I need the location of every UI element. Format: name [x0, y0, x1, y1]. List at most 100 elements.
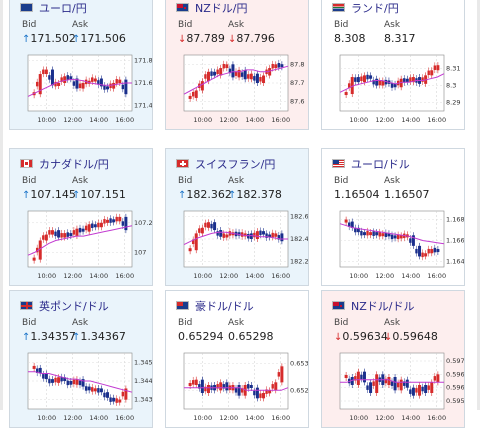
- mini-chart[interactable]: 10:00 12:00 14:00 16:00 182.6 182.4 182.2: [180, 209, 309, 281]
- currency-pair-link[interactable]: スイスフラン/円: [195, 158, 276, 171]
- time-tick-label: 14:00: [89, 414, 108, 422]
- time-tick-label: 12:00: [219, 116, 238, 124]
- mini-chart[interactable]: 10:00 12:00 14:00 16:00 8.31 8.3 8.29: [336, 53, 464, 125]
- bid-price: 1.34357: [30, 330, 76, 343]
- bid-value: ↑1.34357: [22, 330, 76, 343]
- candle-body: [78, 83, 82, 89]
- rate-card-0[interactable]: ユーロ/円 Bid Ask ↑171.502 ↑171.506 10:00 12:…: [9, 0, 153, 130]
- time-tick-label: 16:00: [271, 414, 290, 422]
- candle-body: [93, 224, 97, 228]
- candle-body: [118, 399, 122, 403]
- moving-average-line: [339, 73, 445, 93]
- bid-price: 171.502: [30, 32, 76, 45]
- candle-body: [255, 231, 259, 239]
- rate-card-4[interactable]: スイスフラン/円 Bid Ask ↑182.362 ↑182.378 10:00…: [165, 148, 309, 286]
- currency-pair-link[interactable]: カナダドル/円: [39, 158, 109, 171]
- candle-body: [48, 378, 51, 384]
- candle-body: [271, 384, 274, 389]
- mini-chart[interactable]: 10:00 12:00 14:00 16:00 171.8 171.6 171.4: [24, 53, 153, 125]
- candle-body: [106, 86, 110, 90]
- rate-card-8[interactable]: NZドル/ドル Bid Ask ↓0.59634 ↓0.59648 10:00 1…: [321, 290, 469, 428]
- ask-label: Ask: [72, 318, 89, 328]
- candle-body: [106, 392, 110, 398]
- ask-label: Ask: [72, 20, 89, 30]
- candle-body: [216, 231, 219, 236]
- time-tick-label: 12:00: [375, 116, 394, 124]
- currency-pair-link[interactable]: NZドル/円: [195, 2, 248, 15]
- chart-svg: 10:00 12:00 14:00 16:00 171.8 171.6 171.4: [27, 54, 153, 124]
- bid-label: Bid: [334, 176, 349, 186]
- rate-card-6[interactable]: 英ポンド/ドル Bid Ask ↑1.34357 ↑1.34367 10:00 1…: [9, 290, 153, 428]
- candle-body: [396, 382, 400, 388]
- candle-body: [69, 76, 73, 80]
- mini-chart[interactable]: 10:00 12:00 14:00 16:00 0.653 0.652: [180, 351, 309, 423]
- mini-chart[interactable]: 10:00 12:00 14:00 16:00 107.2 107: [24, 209, 153, 281]
- price-tick-label: 1.166: [446, 237, 464, 245]
- candle-body: [188, 383, 192, 386]
- moving-average-line: [340, 379, 444, 383]
- candle-body: [222, 233, 225, 238]
- candle-body: [356, 227, 360, 233]
- candle-body: [48, 75, 51, 80]
- arrow-up-icon: ↑: [178, 190, 187, 201]
- candle-body: [277, 63, 281, 68]
- ask-value: ↑182.378: [228, 188, 282, 201]
- currency-pair-link[interactable]: ユーロ/円: [39, 2, 87, 15]
- rate-card-2[interactable]: ランド/円 Bid Ask 8.308 8.317 10:00 12:00 14:0…: [321, 0, 465, 130]
- bid-price: 107.145: [30, 188, 76, 201]
- mini-chart[interactable]: 10:00 12:00 14:00 16:00 87.8 87.7 87.6: [180, 53, 308, 125]
- ask-price: 182.378: [236, 188, 282, 201]
- candle-body: [344, 219, 348, 223]
- candle-body: [436, 374, 440, 383]
- candle-body: [399, 235, 403, 239]
- candle-body: [381, 80, 385, 86]
- candle-body: [213, 222, 217, 231]
- candle-body: [234, 388, 238, 393]
- candle-body: [362, 232, 366, 236]
- candle-body: [112, 83, 116, 89]
- arrow-up-icon: ↑: [22, 332, 31, 343]
- ask-label: Ask: [384, 176, 401, 186]
- bid-label: Bid: [22, 176, 37, 186]
- candle-body: [191, 239, 195, 245]
- ask-price: 0.59648: [392, 330, 438, 343]
- rate-card-1[interactable]: NZドル/円 Bid Ask ↓87.789 ↓87.796 10:00 12:0…: [165, 0, 309, 130]
- rate-card-3[interactable]: カナダドル/円 Bid Ask ↑107.145 ↑107.151 10:00 1…: [9, 148, 153, 286]
- chart-svg: 10:00 12:00 14:00 16:00 0.653 0.652: [183, 352, 309, 422]
- rate-card-7[interactable]: 豪ドル/ドル Bid Ask 0.65294 0.65298 10:00 12:0…: [165, 290, 309, 428]
- candle-body: [204, 386, 207, 392]
- candle-body: [225, 382, 229, 391]
- price-tick-label: 1.345: [134, 358, 152, 366]
- price-tick-label: 182.2: [290, 257, 308, 265]
- candle-body: [75, 379, 79, 385]
- candle-body: [415, 248, 418, 254]
- time-tick-label: 10:00: [37, 116, 56, 124]
- candle-body: [99, 222, 103, 228]
- right-scroll-edge: [477, 0, 480, 410]
- time-tick-label: 12:00: [375, 272, 394, 280]
- currency-pair-link[interactable]: ユーロ/ドル: [351, 158, 410, 171]
- candle-body: [265, 233, 268, 238]
- candle-body: [384, 232, 388, 238]
- candle-body: [344, 92, 348, 96]
- ask-value: ↓87.796: [228, 32, 275, 45]
- candle-body: [390, 381, 394, 386]
- candle-body: [393, 377, 397, 391]
- time-tick-label: 16:00: [115, 272, 134, 280]
- candle-body: [225, 64, 229, 69]
- candle-body: [247, 233, 250, 239]
- mini-chart[interactable]: 10:00 12:00 14:00 16:00 0.597 0.5965 0.596 0.59…: [336, 351, 469, 423]
- candle-body: [60, 77, 63, 82]
- candle-body: [72, 379, 76, 385]
- currency-pair-link[interactable]: 豪ドル/ドル: [195, 300, 254, 313]
- candle-body: [191, 91, 195, 97]
- mini-chart[interactable]: 10:00 12:00 14:00 16:00 1.168 1.166 1.164: [336, 209, 465, 281]
- mini-chart[interactable]: 10:00 12:00 14:00 16:00 1.345 1.344 1.343: [24, 351, 153, 423]
- candle-body: [378, 232, 381, 237]
- arrow-up-icon: ↑: [228, 190, 237, 201]
- arrow-down-icon: ↓: [334, 332, 343, 343]
- currency-pair-link[interactable]: NZドル/ドル: [351, 300, 415, 313]
- rate-card-5[interactable]: ユーロ/ドル Bid Ask 1.16504 1.16507 10:00 12:0…: [321, 148, 465, 286]
- currency-pair-link[interactable]: 英ポンド/ドル: [39, 300, 109, 313]
- currency-pair-link[interactable]: ランド/円: [351, 2, 399, 15]
